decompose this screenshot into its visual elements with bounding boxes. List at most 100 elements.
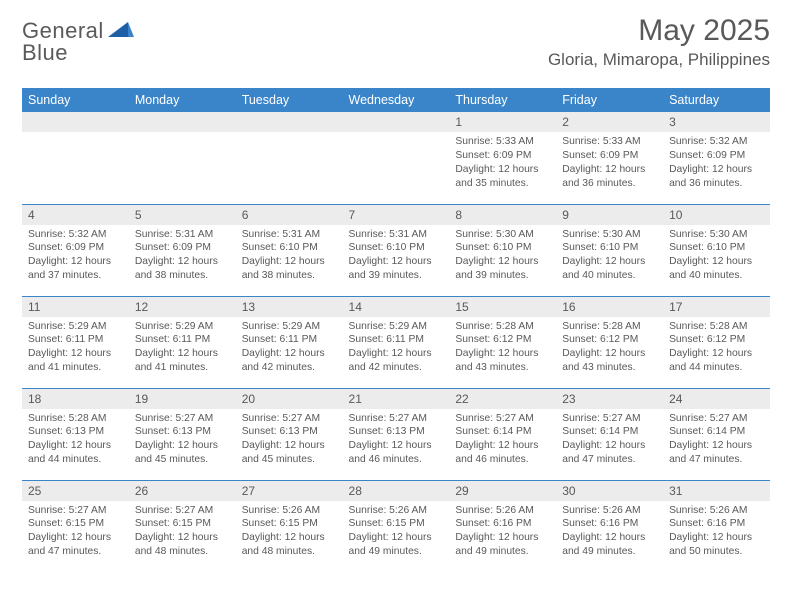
day-header: Friday xyxy=(556,88,663,112)
sunset-line: Sunset: 6:13 PM xyxy=(349,425,444,439)
calendar-head: Sunday Monday Tuesday Wednesday Thursday… xyxy=(22,88,770,112)
day-details: Sunrise: 5:27 AMSunset: 6:13 PMDaylight:… xyxy=(129,409,236,472)
daylight-line: Daylight: 12 hours and 50 minutes. xyxy=(669,531,764,559)
sunset-line: Sunset: 6:10 PM xyxy=(455,241,550,255)
sunrise-line: Sunrise: 5:30 AM xyxy=(455,228,550,242)
sunrise-line: Sunrise: 5:28 AM xyxy=(562,320,657,334)
sunset-line: Sunset: 6:12 PM xyxy=(455,333,550,347)
day-details: Sunrise: 5:27 AMSunset: 6:15 PMDaylight:… xyxy=(22,501,129,564)
calendar-day-cell: 4Sunrise: 5:32 AMSunset: 6:09 PMDaylight… xyxy=(22,204,129,296)
day-details: Sunrise: 5:26 AMSunset: 6:16 PMDaylight:… xyxy=(556,501,663,564)
sunrise-line: Sunrise: 5:32 AM xyxy=(28,228,123,242)
day-number: 5 xyxy=(129,205,236,225)
sunrise-line: Sunrise: 5:30 AM xyxy=(669,228,764,242)
calendar-empty-cell xyxy=(129,112,236,204)
day-details: Sunrise: 5:27 AMSunset: 6:13 PMDaylight:… xyxy=(236,409,343,472)
sunset-line: Sunset: 6:13 PM xyxy=(135,425,230,439)
day-number: 3 xyxy=(663,112,770,132)
sunset-line: Sunset: 6:15 PM xyxy=(28,517,123,531)
calendar-week-row: 18Sunrise: 5:28 AMSunset: 6:13 PMDayligh… xyxy=(22,388,770,480)
day-number: 4 xyxy=(22,205,129,225)
day-number: 21 xyxy=(343,389,450,409)
sunrise-line: Sunrise: 5:31 AM xyxy=(349,228,444,242)
daylight-line: Daylight: 12 hours and 48 minutes. xyxy=(242,531,337,559)
day-number: 20 xyxy=(236,389,343,409)
sunset-line: Sunset: 6:14 PM xyxy=(562,425,657,439)
sunrise-line: Sunrise: 5:26 AM xyxy=(349,504,444,518)
calendar-day-cell: 19Sunrise: 5:27 AMSunset: 6:13 PMDayligh… xyxy=(129,388,236,480)
day-details: Sunrise: 5:26 AMSunset: 6:15 PMDaylight:… xyxy=(236,501,343,564)
daylight-line: Daylight: 12 hours and 40 minutes. xyxy=(669,255,764,283)
day-number: 7 xyxy=(343,205,450,225)
sunset-line: Sunset: 6:09 PM xyxy=(455,149,550,163)
calendar-day-cell: 25Sunrise: 5:27 AMSunset: 6:15 PMDayligh… xyxy=(22,480,129,572)
sunset-line: Sunset: 6:09 PM xyxy=(135,241,230,255)
sunrise-line: Sunrise: 5:32 AM xyxy=(669,135,764,149)
day-details: Sunrise: 5:28 AMSunset: 6:13 PMDaylight:… xyxy=(22,409,129,472)
day-details: Sunrise: 5:28 AMSunset: 6:12 PMDaylight:… xyxy=(663,317,770,380)
location-subtitle: Gloria, Mimaropa, Philippines xyxy=(548,50,770,70)
sunrise-line: Sunrise: 5:33 AM xyxy=(562,135,657,149)
calendar-day-cell: 15Sunrise: 5:28 AMSunset: 6:12 PMDayligh… xyxy=(449,296,556,388)
day-details: Sunrise: 5:32 AMSunset: 6:09 PMDaylight:… xyxy=(663,132,770,195)
day-details: Sunrise: 5:30 AMSunset: 6:10 PMDaylight:… xyxy=(663,225,770,288)
sunset-line: Sunset: 6:16 PM xyxy=(455,517,550,531)
sunrise-line: Sunrise: 5:27 AM xyxy=(349,412,444,426)
calendar-week-row: 4 Sunrise: 5:32 AM Sunset: 6:09 PM Daylight… xyxy=(22,204,770,296)
day-details: Sunrise: 5:28 AMSunset: 6:12 PMDaylight:… xyxy=(556,317,663,380)
calendar-day-cell: 23Sunrise: 5:27 AMSunset: 6:14 PMDayligh… xyxy=(556,388,663,480)
sunset-line: Sunset: 6:11 PM xyxy=(135,333,230,347)
day-details: Sunrise: 5:33 AMSunset: 6:09 PMDaylight:… xyxy=(449,132,556,195)
calendar-week-row: 11Sunrise: 5:29 AMSunset: 6:11 PMDayligh… xyxy=(22,296,770,388)
sunset-line: Sunset: 6:15 PM xyxy=(242,517,337,531)
sunset-line: Sunset: 6:11 PM xyxy=(242,333,337,347)
sunrise-line: Sunrise: 5:27 AM xyxy=(455,412,550,426)
sunrise-line: Sunrise: 5:29 AM xyxy=(135,320,230,334)
title-block: May 2025 Gloria, Mimaropa, Philippines xyxy=(548,14,770,70)
daylight-line: Daylight: 12 hours and 47 minutes. xyxy=(669,439,764,467)
day-header: Monday xyxy=(129,88,236,112)
calendar-day-cell: 30Sunrise: 5:26 AMSunset: 6:16 PMDayligh… xyxy=(556,480,663,572)
calendar-day-cell: 1Sunrise: 5:33 AMSunset: 6:09 PMDaylight… xyxy=(449,112,556,204)
day-number: 16 xyxy=(556,297,663,317)
sunrise-line: Sunrise: 5:27 AM xyxy=(562,412,657,426)
day-number: 1 xyxy=(449,112,556,132)
sunset-line: Sunset: 6:09 PM xyxy=(669,149,764,163)
calendar-day-cell: 21Sunrise: 5:27 AMSunset: 6:13 PMDayligh… xyxy=(343,388,450,480)
day-details: Sunrise: 5:29 AMSunset: 6:11 PMDaylight:… xyxy=(236,317,343,380)
day-header: Sunday xyxy=(22,88,129,112)
day-number: 10 xyxy=(663,205,770,225)
daylight-line: Daylight: 12 hours and 37 minutes. xyxy=(28,255,123,283)
daylight-line: Daylight: 12 hours and 48 minutes. xyxy=(135,531,230,559)
daylight-line: Daylight: 12 hours and 44 minutes. xyxy=(669,347,764,375)
sunrise-line: Sunrise: 5:29 AM xyxy=(242,320,337,334)
calendar-day-cell: 7Sunrise: 5:31 AMSunset: 6:10 PMDaylight… xyxy=(343,204,450,296)
day-number: 19 xyxy=(129,389,236,409)
calendar-day-cell: 17Sunrise: 5:28 AMSunset: 6:12 PMDayligh… xyxy=(663,296,770,388)
sunset-line: Sunset: 6:11 PM xyxy=(28,333,123,347)
calendar-day-cell: 16Sunrise: 5:28 AMSunset: 6:12 PMDayligh… xyxy=(556,296,663,388)
sunrise-line: Sunrise: 5:28 AM xyxy=(28,412,123,426)
calendar-day-cell: 28Sunrise: 5:26 AMSunset: 6:15 PMDayligh… xyxy=(343,480,450,572)
daylight-line: Daylight: 12 hours and 39 minutes. xyxy=(349,255,444,283)
calendar-day-cell: 26Sunrise: 5:27 AMSunset: 6:15 PMDayligh… xyxy=(129,480,236,572)
daylight-line: Daylight: 12 hours and 41 minutes. xyxy=(135,347,230,375)
day-details: Sunrise: 5:27 AMSunset: 6:14 PMDaylight:… xyxy=(556,409,663,472)
sunrise-line: Sunrise: 5:28 AM xyxy=(455,320,550,334)
calendar-day-cell: 27Sunrise: 5:26 AMSunset: 6:15 PMDayligh… xyxy=(236,480,343,572)
sunrise-line: Sunrise: 5:33 AM xyxy=(455,135,550,149)
sunrise-line: Sunrise: 5:27 AM xyxy=(135,504,230,518)
sunrise-line: Sunrise: 5:30 AM xyxy=(562,228,657,242)
sunset-line: Sunset: 6:16 PM xyxy=(669,517,764,531)
sunset-line: Sunset: 6:14 PM xyxy=(669,425,764,439)
header: General May 2025 Gloria, Mimaropa, Phili… xyxy=(22,14,770,70)
sunset-line: Sunset: 6:10 PM xyxy=(669,241,764,255)
sunset-line: Sunset: 6:12 PM xyxy=(669,333,764,347)
day-number: 18 xyxy=(22,389,129,409)
calendar-day-cell: 5Sunrise: 5:31 AMSunset: 6:09 PMDaylight… xyxy=(129,204,236,296)
calendar-empty-cell xyxy=(236,112,343,204)
logo-word-2-wrap: Blue xyxy=(22,40,68,66)
daylight-line: Daylight: 12 hours and 43 minutes. xyxy=(562,347,657,375)
sunrise-line: Sunrise: 5:29 AM xyxy=(28,320,123,334)
day-number-empty xyxy=(236,112,343,132)
